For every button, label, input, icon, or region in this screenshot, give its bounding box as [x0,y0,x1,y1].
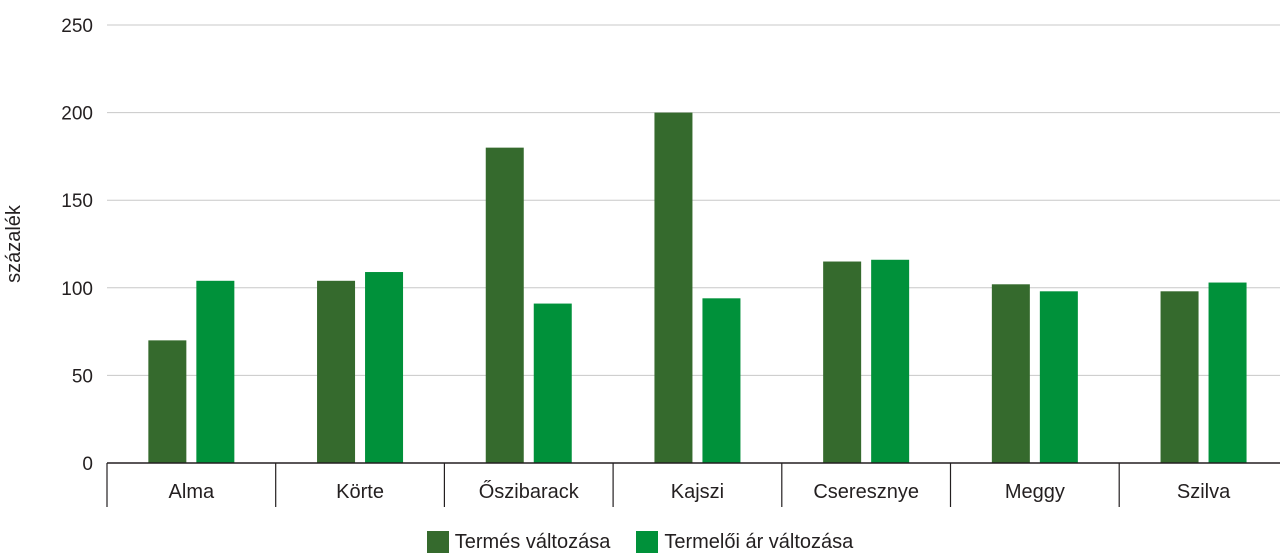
y-axis-title: százalék [3,204,25,283]
legend-label-termes: Termés változása [454,530,611,553]
legend-item-termes: Termés változása [426,530,611,554]
x-tick-label-4: Cseresznye [813,481,919,503]
bar-szilva-series-1 [1160,291,1199,463]
legend-swatch-termes [426,531,449,553]
bar-meggy-series-2 [1039,291,1078,463]
bar-őszibarack-series-2 [533,303,572,463]
x-tick-label-1: Körte [336,481,384,503]
legend: Termés változása Termelői ár változása [0,530,1280,554]
bar-őszibarack-series-1 [485,147,524,463]
y-tick-label-0: 0 [82,454,93,475]
bar-kajszi-series-2 [702,298,741,463]
bar-meggy-series-1 [991,284,1030,463]
bar-körte-series-2 [365,272,404,463]
bar-szilva-series-2 [1208,282,1247,463]
x-tick-label-5: Meggy [1005,481,1065,503]
y-tick-label-100: 100 [61,279,93,300]
y-tick-label-200: 200 [61,104,93,125]
grid-layer [107,24,1280,376]
bar-cseresznye-series-2 [871,259,910,463]
legend-item-termeloi-ar: Termelői ár változása [636,531,853,554]
bar-körte-series-1 [317,280,356,463]
bar-kajszi-series-1 [654,112,693,463]
y-tick-label-50: 50 [72,366,93,387]
bar-alma-series-2 [196,280,235,463]
axis-layer: 0 50 100 150 200 250 Alma Körte Őszibarack Kajszi… [61,16,1280,507]
x-tick-label-6: Szilva [1177,481,1231,503]
legend-label-termeloi-ar: Termelői ár változása [664,530,854,553]
bar-alma-series-1 [148,340,187,463]
y-tick-label-250: 250 [61,16,93,37]
bars-layer [148,112,1247,463]
legend-swatch-termeloi-ar [636,531,659,553]
bar-cseresznye-series-1 [823,261,862,463]
y-tick-label-150: 150 [61,191,93,212]
x-tick-label-3: Kajszi [671,481,724,503]
x-tick-label-0: Alma [169,481,215,503]
x-tick-label-2: Őszibarack [479,480,580,503]
